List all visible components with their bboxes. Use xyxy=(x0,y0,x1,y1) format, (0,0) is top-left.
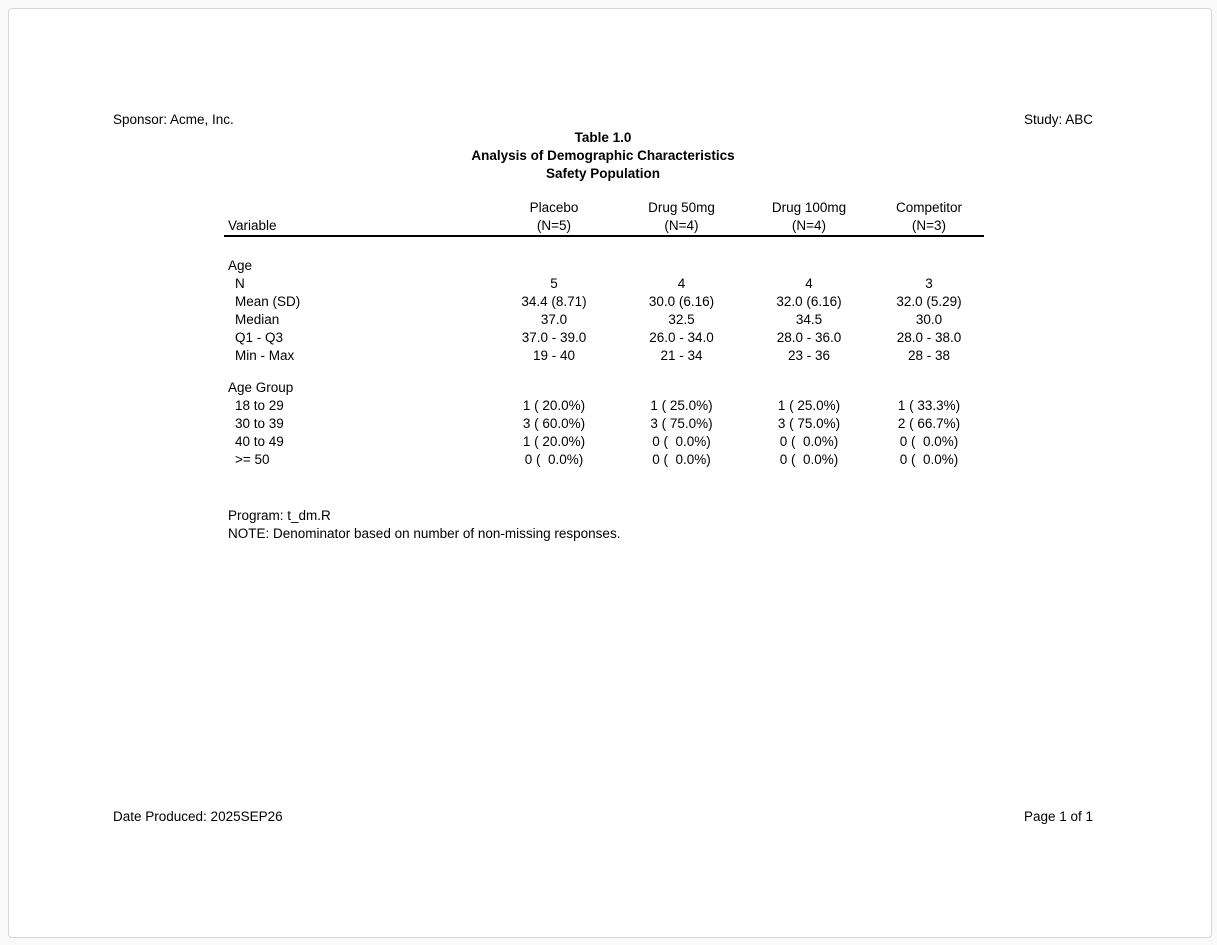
table-cell: 4 xyxy=(805,276,813,291)
row-label: 18 to 29 xyxy=(235,398,284,413)
row-label: >= 50 xyxy=(235,452,270,467)
page-number-label: Page 1 of 1 xyxy=(1023,809,1093,824)
table-row: Min - Max 19 - 40 21 - 34 23 - 36 28 - 38 xyxy=(224,347,984,365)
study-label: Study: ABC xyxy=(1023,112,1093,127)
spacer-cell xyxy=(224,236,984,257)
treatment-column-header: Placebo xyxy=(529,200,579,215)
table-row: Median 37.0 32.5 34.5 30.0 xyxy=(224,311,984,329)
table-cell: 1 ( 25.0%) xyxy=(777,398,841,413)
table-cell: 32.5 xyxy=(668,312,695,327)
table-cell: 1 ( 20.0%) xyxy=(522,398,586,413)
table-cell: 37.0 - 39.0 xyxy=(521,330,587,345)
table-cell: 21 - 34 xyxy=(660,348,703,363)
row-label: Mean (SD) xyxy=(235,294,301,309)
column-header-spacer xyxy=(224,199,489,217)
row-label: Min - Max xyxy=(235,348,295,363)
table-cell: 34.5 xyxy=(795,312,823,327)
n-header-row: Variable (N=5) (N=4) (N=4) (N=3) xyxy=(224,217,984,237)
table-cell: 28.0 - 36.0 xyxy=(776,330,842,345)
sponsor-label: Sponsor: Acme, Inc. xyxy=(113,112,234,127)
table-cell: 32.0 (6.16) xyxy=(776,294,842,309)
report-page: Sponsor: Acme, Inc. Study: ABC Table 1.0… xyxy=(8,8,1212,938)
table-cell: 30.0 (6.16) xyxy=(648,294,715,309)
table-cell: 26.0 - 34.0 xyxy=(649,330,714,345)
table-cell: 5 xyxy=(550,276,558,291)
table-cell: 3 xyxy=(925,276,933,291)
table-body: Age N 5 4 4 3 Mean (SD) 34.4 (8.71) 30.0 (6.16) 3… xyxy=(224,236,984,469)
table-population-title: Safety Population xyxy=(545,166,660,181)
table-cell: 0 ( 0.0%) xyxy=(652,452,711,467)
n-column-header: (N=4) xyxy=(744,217,874,237)
table-cell: 3 ( 60.0%) xyxy=(522,416,586,431)
table-cell: 28.0 - 38.0 xyxy=(896,330,962,345)
program-footnote: Program: t_dm.R xyxy=(228,508,331,523)
table-cell: 28 - 38 xyxy=(907,348,951,363)
row-label: N xyxy=(235,276,245,291)
table-cell: 2 ( 66.7%) xyxy=(897,416,961,431)
spacer-row xyxy=(224,365,984,379)
row-label: 30 to 39 xyxy=(235,416,284,431)
treatment-column-header: Competitor xyxy=(895,200,963,215)
section-label-row: Age Group xyxy=(224,379,984,397)
row-label: Q1 - Q3 xyxy=(235,330,284,345)
table-cell: 0 ( 0.0%) xyxy=(524,452,584,467)
table-row: >= 50 0 ( 0.0%) 0 ( 0.0%) 0 ( 0.0%) 0 ( 0.0%… xyxy=(224,451,984,469)
treatment-header-row: Placebo Drug 50mg Drug 100mg Competitor xyxy=(224,199,984,217)
table-cell: 3 ( 75.0%) xyxy=(777,416,841,431)
table-number-title: Table 1.0 xyxy=(574,130,632,145)
table-cell: 1 ( 33.3%) xyxy=(897,398,961,413)
section-label: Age Group xyxy=(228,380,294,395)
table-row: Q1 - Q3 37.0 - 39.0 26.0 - 34.0 28.0 - 36.0… xyxy=(224,329,984,347)
table-cell: 0 ( 0.0%) xyxy=(652,434,711,449)
footnote-block: Program: t_dm.R NOTE: Denominator based … xyxy=(228,507,620,543)
n-column-header: (N=4) xyxy=(619,217,744,237)
table-row: Mean (SD) 34.4 (8.71) 30.0 (6.16) 32.0 (6.1… xyxy=(224,293,984,311)
table-row: 30 to 39 3 ( 60.0%) 3 ( 75.0%) 3 ( 75.0%) 2 … xyxy=(224,415,984,433)
table-cell: 37.0 xyxy=(540,312,568,327)
table-cell: 0 ( 0.0%) xyxy=(779,434,839,449)
demographics-table: Placebo Drug 50mg Drug 100mg Competitor Vari… xyxy=(224,199,984,469)
treatment-column-header: Drug 50mg xyxy=(648,200,715,215)
section-label: Age xyxy=(228,258,253,273)
table-row: N 5 4 4 3 xyxy=(224,275,984,293)
treatment-column-header: Drug 100mg xyxy=(771,200,847,215)
spacer-cell xyxy=(224,365,984,379)
variable-column-header: Variable xyxy=(224,217,489,237)
table-cell: 32.0 (5.29) xyxy=(896,294,962,309)
table-cell: 4 xyxy=(677,276,686,291)
table-head: Placebo Drug 50mg Drug 100mg Competitor Vari… xyxy=(224,199,984,237)
table-row: 40 to 49 1 ( 20.0%) 0 ( 0.0%) 0 ( 0.0%) 0 ( … xyxy=(224,433,984,451)
page-header: Sponsor: Acme, Inc. Study: ABC xyxy=(113,112,1093,128)
page-footer: Date Produced: 2025SEP26 Page 1 of 1 xyxy=(113,809,1093,825)
section-label-row: Age xyxy=(224,257,984,275)
table-cell: 19 - 40 xyxy=(532,348,576,363)
table-cell: 0 ( 0.0%) xyxy=(899,452,959,467)
table-cell: 0 ( 0.0%) xyxy=(899,434,959,449)
table-cell: 30.0 xyxy=(915,312,943,327)
table-cell: 0 ( 0.0%) xyxy=(779,452,839,467)
title-block: Table 1.0 Analysis of Demographic Charac… xyxy=(113,129,1093,183)
table-cell: 1 ( 25.0%) xyxy=(650,398,713,413)
n-column-header: (N=5) xyxy=(489,217,619,237)
note-footnote: NOTE: Denominator based on number of non… xyxy=(228,526,621,541)
row-label: 40 to 49 xyxy=(235,434,284,449)
table-cell: 23 - 36 xyxy=(787,348,831,363)
table-row: 18 to 29 1 ( 20.0%) 1 ( 25.0%) 1 ( 25.0%) 1 … xyxy=(224,397,984,415)
table-cell: 1 ( 20.0%) xyxy=(522,434,586,449)
row-label: Median xyxy=(235,312,280,327)
spacer-row xyxy=(224,236,984,257)
table-cell: 34.4 (8.71) xyxy=(521,294,587,309)
n-column-header: (N=3) xyxy=(874,217,984,237)
table-main-title: Analysis of Demographic Characteristics xyxy=(471,148,735,163)
date-produced-label: Date Produced: 2025SEP26 xyxy=(113,809,283,824)
table-cell: 3 ( 75.0%) xyxy=(650,416,713,431)
